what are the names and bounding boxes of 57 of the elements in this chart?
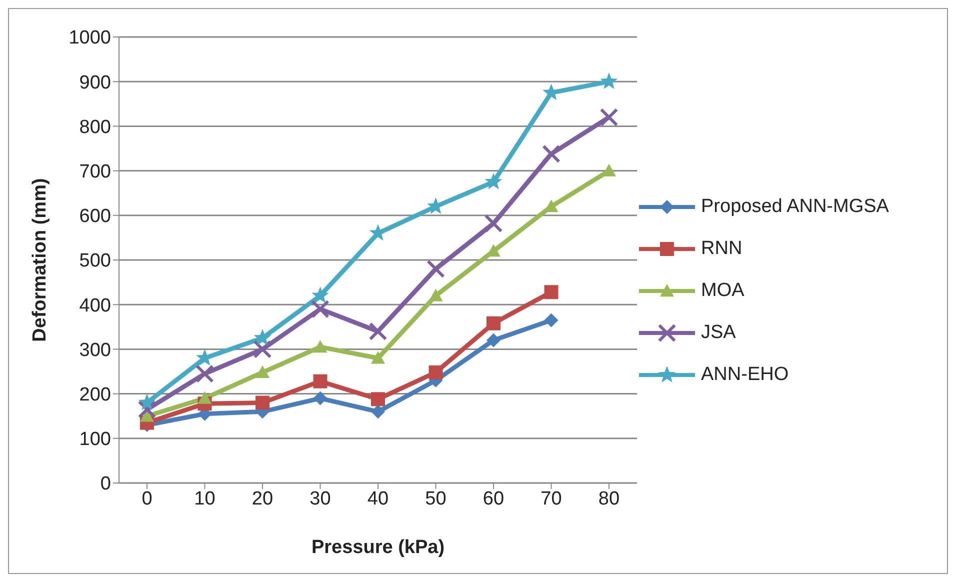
point	[602, 164, 616, 176]
point	[311, 300, 330, 318]
x-tick-label: 70	[540, 488, 562, 510]
x-tick-label: 10	[194, 488, 216, 510]
x-tick-label: 80	[598, 488, 620, 510]
y-tick-label: 1000	[68, 28, 111, 49]
point	[313, 391, 328, 406]
point	[544, 313, 558, 328]
point	[138, 400, 156, 419]
x-tick-label: 0	[142, 488, 152, 510]
y-tick-label: 100	[79, 429, 111, 450]
point	[196, 364, 214, 383]
point	[313, 340, 328, 353]
legend-label: JSA	[701, 322, 736, 344]
point	[253, 340, 272, 358]
y-tick-label: 300	[79, 340, 111, 361]
point	[371, 392, 385, 406]
point	[256, 365, 270, 378]
point	[600, 108, 618, 126]
x-tick-label: 60	[482, 488, 504, 510]
point	[371, 404, 385, 419]
y-tick-label: 200	[79, 384, 111, 406]
x-tick-label: 40	[367, 488, 389, 510]
point	[198, 391, 212, 404]
legend-label: Proposed ANN-MGSA	[701, 196, 889, 218]
x-tick-label: 50	[425, 488, 446, 510]
point	[600, 72, 618, 89]
point	[428, 288, 443, 302]
y-tick-label: 600	[79, 206, 111, 228]
legend-label: ANN-EHO	[701, 364, 789, 386]
y-tick-label: 500	[79, 250, 111, 272]
point	[484, 214, 503, 233]
legend-label: MOA	[701, 280, 744, 302]
point	[254, 328, 272, 346]
point	[426, 260, 445, 278]
point	[484, 172, 502, 190]
y-axis-title: Deformation (mm)	[30, 178, 51, 342]
point	[368, 322, 388, 341]
point	[486, 316, 500, 330]
point	[542, 144, 560, 164]
point	[486, 333, 500, 348]
x-tick-label: 20	[252, 488, 274, 510]
point	[312, 286, 329, 304]
y-tick-label: 0	[100, 474, 111, 495]
x-tick-label: 30	[310, 488, 331, 510]
y-tick-label: 700	[79, 162, 111, 183]
point	[256, 396, 270, 410]
y-tick-label: 800	[79, 116, 111, 138]
point	[313, 374, 328, 388]
legend-label: RNN	[701, 238, 742, 260]
y-tick-label: 900	[79, 72, 111, 94]
point	[544, 285, 558, 300]
y-tick-label: 400	[79, 295, 111, 316]
point	[371, 351, 385, 364]
x-axis-title: Pressure (kPa)	[311, 537, 445, 558]
point	[428, 365, 443, 380]
point	[138, 394, 156, 410]
